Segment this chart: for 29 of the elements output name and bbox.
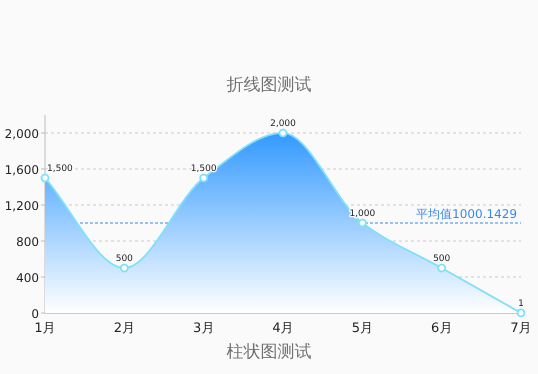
data-label: 1 — [518, 298, 524, 309]
data-label: 2,000 — [270, 119, 296, 129]
y-tick-label: 1,600 — [4, 163, 39, 177]
x-tick-label: 1月 — [34, 321, 56, 336]
y-tick-label: 0 — [31, 307, 39, 321]
x-tick-label: 5月 — [352, 321, 373, 336]
data-label: 1,500 — [190, 164, 217, 174]
x-tick-label: 6月 — [431, 321, 452, 336]
point — [40, 174, 50, 182]
data-label: 500 — [433, 254, 451, 264]
point — [358, 218, 367, 228]
xlabel: 柱状图测试 — [226, 342, 312, 362]
x-tick-label: 2月 — [114, 321, 135, 336]
point — [437, 264, 446, 272]
x-tick-label: 3月 — [193, 321, 214, 336]
point — [120, 264, 129, 272]
ref-line-label: 平均值1000.1429 — [416, 206, 517, 221]
data-label: 500 — [116, 254, 134, 264]
x-tick-label: 4月 — [272, 321, 294, 336]
point — [199, 174, 208, 182]
y-tick-label: 800 — [16, 235, 39, 249]
y-tick-label: 2,000 — [4, 127, 39, 141]
point — [516, 308, 526, 318]
y-tick-label: 1,200 — [4, 199, 39, 213]
title: 折线图测试 — [226, 75, 312, 95]
data-label: 1,500 — [47, 164, 74, 174]
y-tick-label: 400 — [16, 271, 39, 285]
x-tick-label: 7月 — [510, 321, 532, 336]
point — [278, 128, 288, 138]
